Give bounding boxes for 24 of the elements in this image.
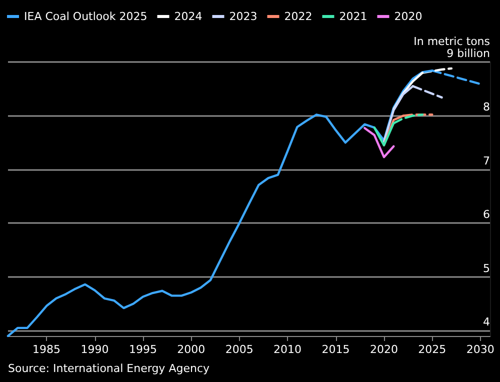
x-tick-label: 2030 <box>466 343 494 356</box>
x-tick-label: 2010 <box>274 343 302 356</box>
legend-label: IEA Coal Outlook 2025 <box>24 10 148 23</box>
y-tick-label: 4 <box>483 316 490 329</box>
x-tick-label: 2015 <box>322 343 350 356</box>
source-note: Source: International Energy Agency <box>8 362 210 375</box>
x-tick-label: 1990 <box>80 343 109 356</box>
legend-label: 2023 <box>229 10 258 23</box>
x-tick-label: 2025 <box>418 343 446 356</box>
x-tick-label: 2000 <box>177 343 206 356</box>
legend-label: 2020 <box>394 10 422 23</box>
x-tick-label: 2005 <box>225 343 254 356</box>
x-tick-label: 1995 <box>128 343 157 356</box>
y-tick-label: 7 <box>483 154 490 168</box>
legend-label: 2021 <box>339 10 368 23</box>
y-tick-label: 6 <box>483 208 490 222</box>
legend-label: 2022 <box>284 10 312 23</box>
y-axis-title: In metric tons <box>414 35 490 48</box>
y-tick-label: 9 billion <box>446 47 490 60</box>
y-tick-label: 5 <box>483 262 490 275</box>
x-tick-label: 1985 <box>32 343 61 356</box>
x-tick-label: 2020 <box>370 343 398 356</box>
legend-label: 2024 <box>174 10 202 23</box>
y-tick-label: 8 <box>483 100 490 114</box>
